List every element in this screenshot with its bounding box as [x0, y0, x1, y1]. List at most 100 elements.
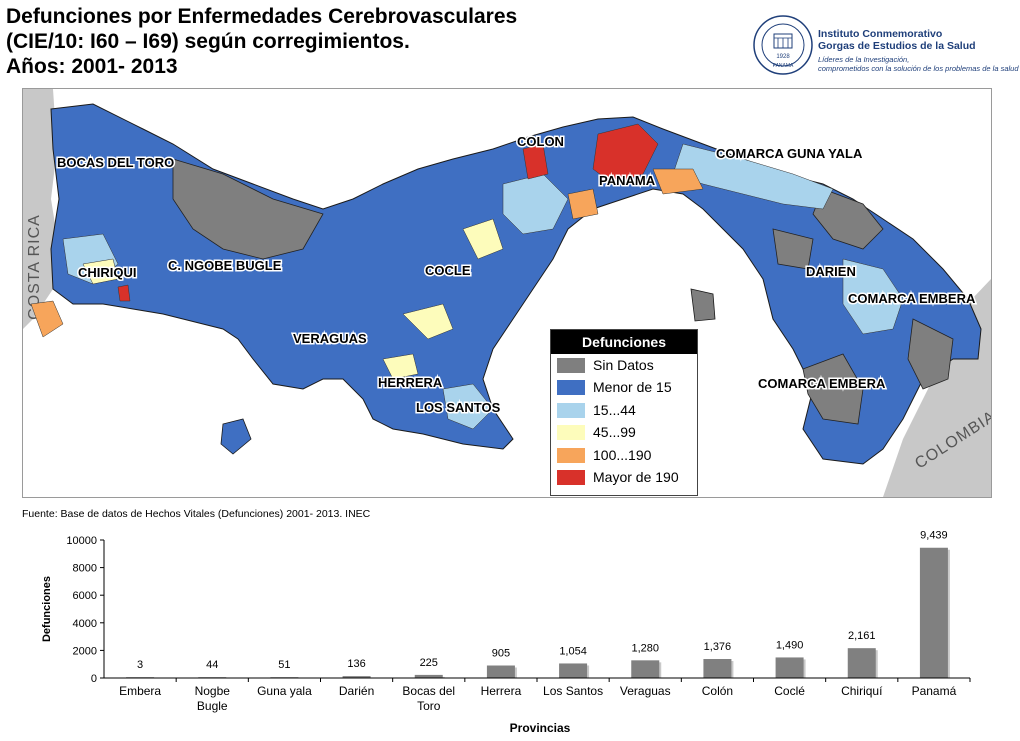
- region-100-190-panama-w: [567, 188, 599, 220]
- label-embera-1: COMARCA EMBERA: [848, 291, 976, 306]
- legend-swatch: [557, 380, 585, 396]
- legend-item: Sin Datos: [551, 354, 697, 376]
- title-line-2: (CIE/10: I60 – I69) según corregimientos…: [6, 30, 410, 53]
- legend-label: Menor de 15: [593, 379, 672, 396]
- legend-item: Menor de 15: [551, 376, 697, 398]
- region-mayor-190-chiriqui: [117, 284, 131, 302]
- map-legend: Defunciones Sin Datos Menor de 15 15...4…: [550, 329, 698, 496]
- y-tick-label: 6000: [73, 590, 97, 602]
- bar: [559, 663, 588, 678]
- costa-rica-label: COSTA RICA: [26, 214, 43, 320]
- legend-item: 100...190: [551, 444, 697, 466]
- bar: [414, 674, 443, 678]
- region-15-44-darien: [842, 258, 904, 335]
- x-tick-label: Panamá: [912, 684, 957, 698]
- svg-text:PANAMA: PANAMA: [773, 63, 794, 69]
- bar-value-label: 9,439: [920, 530, 948, 542]
- label-embera-2: COMARCA EMBERA: [758, 376, 886, 391]
- x-tick-label: Veraguas: [620, 684, 671, 698]
- label-veraguas: VERAGUAS: [293, 331, 367, 346]
- label-herrera: HERRERA: [378, 375, 443, 390]
- bar-value-label: 1,054: [559, 645, 587, 657]
- region-labels: BOCAS DEL TORO CHIRIQUI C. NGOBE BUGLE V…: [56, 133, 978, 417]
- bar: [847, 648, 876, 678]
- region-sin-datos-east: [907, 318, 954, 390]
- source-note: Fuente: Base de datos de Hechos Vitales …: [22, 508, 371, 520]
- x-tick-label: Herrera: [481, 684, 522, 698]
- y-tick-label: 0: [91, 673, 97, 685]
- bar-value-label: 905: [492, 648, 510, 660]
- bar-value-label: 3: [137, 659, 143, 671]
- x-tick-label: Colón: [702, 684, 733, 698]
- label-guna-yala: COMARCA GUNA YALA: [716, 146, 863, 161]
- svg-text:1928: 1928: [776, 54, 790, 60]
- legend-label: 15...44: [593, 401, 636, 418]
- institute-tagline-2: comprometidos con la solución de los pro…: [818, 64, 1019, 73]
- bar-chart: 0 2000 4000 6000 8000 10000 3 44 51 136 225 905 1,0…: [41, 530, 971, 735]
- bar-value-label: 225: [420, 657, 438, 669]
- bar: [631, 660, 660, 678]
- bar: [919, 547, 948, 678]
- institute-logo: 1928 PANAMA Instituto Conmemorativo Gorg…: [752, 14, 1019, 78]
- bar: [486, 665, 515, 678]
- legend-label: Mayor de 190: [593, 468, 679, 485]
- label-panama: PANAMA: [599, 173, 656, 188]
- region-15-44-santos: [442, 383, 494, 430]
- region-mayor-190-panama: [592, 123, 659, 185]
- y-axis-label: Defunciones: [41, 576, 53, 642]
- y-axis: 0 2000 4000 6000 8000 10000: [66, 535, 105, 685]
- title-line-3: Años: 2001- 2013: [6, 55, 178, 78]
- y-tick-label: 10000: [66, 535, 97, 547]
- bars: 3 44 51 136 225 905 1,054 1,280 1,376 1,490 2,161 9…: [126, 530, 950, 678]
- bar-value-label: 1,376: [704, 641, 732, 653]
- x-tick-label: Coclé: [774, 684, 805, 698]
- label-ngobe-bugle: C. NGOBE BUGLE: [168, 258, 282, 273]
- label-los-santos: LOS SANTOS: [416, 400, 501, 415]
- x-axis: Embera Nogbe Bugle Guna yala Darién Bocas del…: [104, 677, 971, 713]
- region-sin-datos-embera-n: [812, 188, 884, 250]
- bar: [775, 657, 804, 678]
- label-chiriqui: CHIRIQUI: [78, 265, 137, 280]
- legend-swatch: [557, 447, 585, 463]
- bar-value-label: 1,490: [776, 639, 804, 651]
- institute-name-line-1: Instituto Conmemorativo: [818, 28, 943, 40]
- bar-value-label: 44: [206, 659, 218, 671]
- x-axis-label: Provincias: [510, 721, 571, 735]
- bar: [342, 676, 371, 678]
- panama-map: COSTA RICA COLOMBIA: [23, 89, 991, 497]
- institute-name-line-2: Gorgas de Estudios de la Salud: [818, 40, 976, 52]
- label-colon: COLON: [517, 134, 564, 149]
- legend-swatch: [557, 402, 585, 418]
- x-tick-label: Los Santos: [543, 684, 603, 698]
- legend-item: 45...99: [551, 421, 697, 443]
- bar-value-label: 2,161: [848, 630, 876, 642]
- costa-rica-area: [23, 89, 59, 329]
- island-pearl: [690, 288, 716, 322]
- x-tick-label: Darién: [339, 684, 374, 698]
- region-45-99-cocle: [402, 303, 454, 340]
- legend-item: Mayor de 190: [551, 466, 697, 488]
- y-tick-label: 4000: [73, 618, 97, 630]
- legend-swatch: [557, 358, 585, 373]
- region-sin-datos-ngobe: [172, 158, 324, 260]
- region-mayor-190-colon: [522, 143, 549, 180]
- region-100-190-panama-e: [652, 168, 704, 195]
- legend-swatch: [557, 469, 585, 485]
- chart-title: Defunciones por Enfermedades Cerebrovasc…: [6, 4, 517, 79]
- region-45-99-chiriqui: [82, 258, 119, 285]
- x-tick-label: Bocas del Toro: [402, 684, 455, 713]
- bar-value-label: 136: [347, 658, 365, 670]
- legend-label: Sin Datos: [593, 357, 654, 373]
- bar-value-label: 51: [278, 659, 290, 671]
- institute-tagline-1: Líderes de la Investigación,: [818, 55, 910, 64]
- institute-seal-icon: 1928 PANAMA: [753, 15, 813, 75]
- label-bocas-del-toro: BOCAS DEL TORO: [57, 155, 174, 170]
- choropleth-map: COSTA RICA COLOMBIA: [22, 88, 992, 498]
- x-tick-label: Nogbe Bugle: [195, 684, 231, 713]
- legend-label: 45...99: [593, 424, 636, 441]
- label-darien: DARIEN: [806, 264, 856, 279]
- x-tick-label: Chiriquí: [841, 684, 883, 698]
- legend-title: Defunciones: [551, 330, 697, 354]
- region-100-190-west: [30, 300, 64, 338]
- region-45-99-cocle-n: [462, 218, 504, 260]
